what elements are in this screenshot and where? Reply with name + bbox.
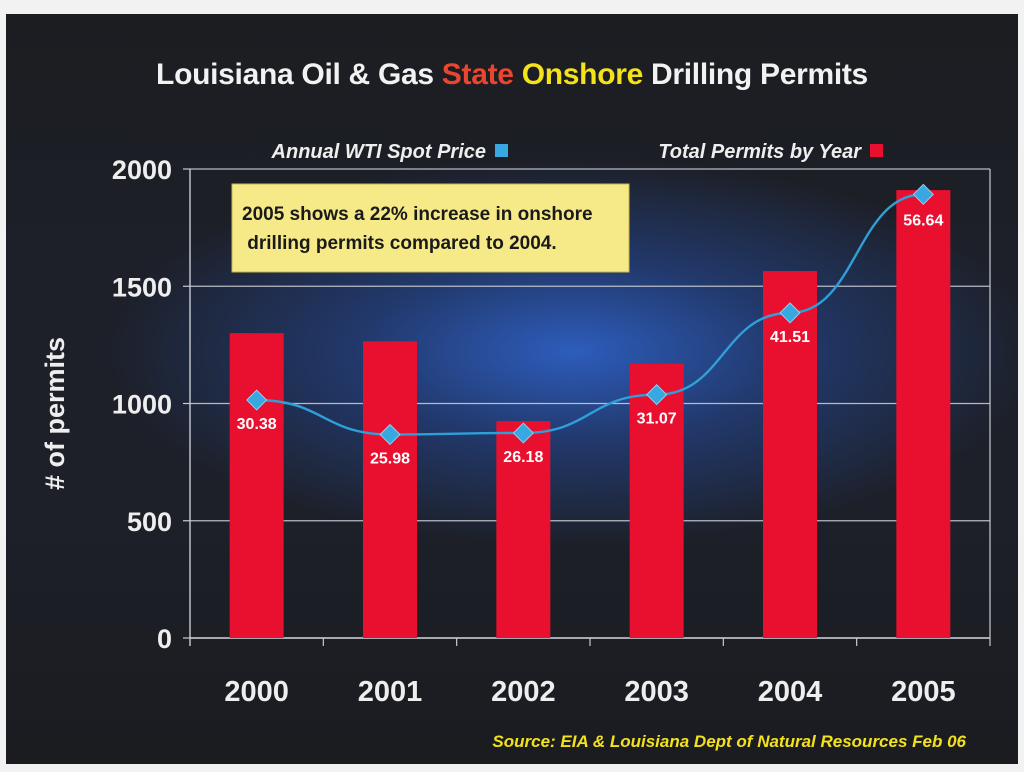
price-data-label-2005: 56.64 bbox=[903, 212, 943, 229]
annotation-line-1: 2005 shows a 22% increase in onshore bbox=[242, 204, 593, 225]
x-tick-label-2003: 2003 bbox=[624, 676, 689, 708]
chart-title: Louisiana Oil & Gas State Onshore Drilli… bbox=[156, 58, 868, 91]
bar-2001 bbox=[363, 341, 417, 638]
bar-2003 bbox=[629, 363, 684, 638]
title-state-highlight: State bbox=[441, 58, 514, 91]
price-data-label-2003: 31.07 bbox=[637, 411, 677, 428]
source-note: Source: EIA & Louisiana Dept of Natural … bbox=[492, 732, 966, 751]
price-data-label-2001: 25.98 bbox=[370, 451, 410, 468]
price-marker-2004 bbox=[779, 302, 801, 324]
y-axis-label: # of permits bbox=[40, 337, 70, 490]
bar-2004 bbox=[763, 271, 817, 638]
price-marker-2003 bbox=[646, 384, 668, 406]
price-marker-2001 bbox=[379, 423, 401, 446]
bar-2000 bbox=[229, 333, 284, 638]
price-data-label-2002: 26.18 bbox=[503, 449, 543, 466]
chart-area: 0 500 1000 1500 2000 # of permits 2000 2001 2002… bbox=[40, 141, 991, 708]
price-marker-2005 bbox=[912, 183, 934, 205]
bar-2005 bbox=[896, 190, 951, 639]
price-data-label-2004: 41.51 bbox=[770, 329, 810, 346]
legend-label-price: Annual WTI Spot Price bbox=[271, 141, 486, 163]
legend-swatch-price bbox=[495, 144, 508, 157]
y-tick-label-500: 500 bbox=[127, 507, 172, 537]
x-tick-label-2005: 2005 bbox=[891, 676, 956, 708]
y-tick-label-1500: 1500 bbox=[112, 272, 172, 302]
bar-2002 bbox=[496, 421, 551, 638]
price-marker-2002 bbox=[512, 422, 534, 444]
y-tick-label-2000: 2000 bbox=[112, 155, 172, 185]
y-tick-label-1000: 1000 bbox=[112, 390, 172, 420]
chart-slide: Louisiana Oil & Gas State Onshore Drilli… bbox=[6, 14, 1018, 764]
legend-swatch-permits bbox=[870, 144, 883, 157]
annotation-line-2: drilling permits compared to 2004. bbox=[242, 233, 557, 254]
x-tick-label-2002: 2002 bbox=[491, 676, 556, 708]
annotation-box bbox=[231, 183, 630, 273]
price-marker-2000 bbox=[246, 389, 268, 411]
x-tick-label-2000: 2000 bbox=[224, 676, 289, 708]
x-tick-label-2001: 2001 bbox=[358, 676, 423, 708]
y-tick-label-0: 0 bbox=[157, 624, 172, 654]
price-data-label-2000: 30.38 bbox=[237, 416, 277, 433]
legend-label-permits: Total Permits by Year bbox=[658, 141, 862, 163]
title-onshore-highlight: Onshore bbox=[521, 58, 644, 91]
x-tick-label-2004: 2004 bbox=[758, 676, 823, 708]
